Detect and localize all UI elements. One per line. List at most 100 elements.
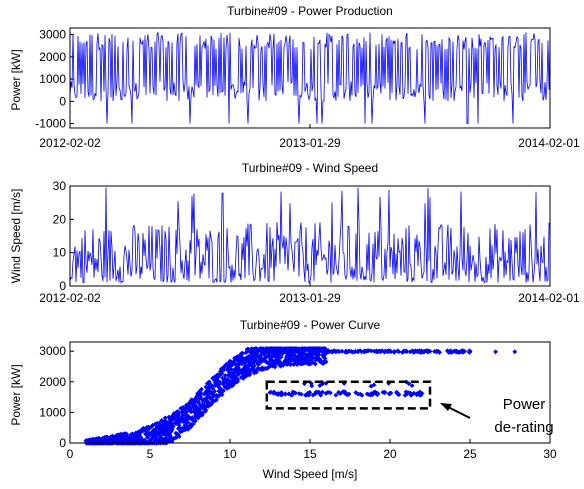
data-point [209,396,214,402]
data-point [165,437,170,443]
data-point [205,398,211,404]
data-point [307,347,313,353]
data-point [451,348,457,354]
data-point [220,365,226,371]
data-point [219,370,225,376]
data-point [282,349,287,354]
data-point [212,388,218,394]
data-point [396,392,402,397]
data-point [319,360,324,366]
data-point [125,435,130,441]
data-point [239,357,245,363]
data-point [213,382,218,388]
data-point [456,349,462,355]
annotation-text: Power [503,396,546,413]
data-point [179,409,185,415]
data-point [419,391,425,396]
data-point [368,348,374,354]
data-point [248,358,254,364]
data-point [411,390,417,396]
data-point [277,346,283,352]
data-point [346,391,352,397]
data-point [243,371,249,376]
data-point [322,355,328,361]
data-point [282,391,288,397]
data-point [320,389,325,395]
data-point [213,374,219,380]
data-point [335,348,341,354]
data-point [259,355,265,361]
data-point [163,422,169,428]
data-point [309,383,315,389]
data-point [229,375,235,381]
data-point [119,432,125,438]
data-point [386,380,392,386]
data-point [275,392,281,397]
data-point [169,421,175,427]
y-tick-label: 20 [53,212,67,226]
data-point [280,362,286,368]
y-axis-label: Power [kW] [9,364,23,425]
data-point [272,353,278,359]
data-point [275,347,281,353]
data-point [169,427,175,432]
data-point [128,433,134,439]
data-point [242,363,248,369]
data-point [186,402,192,408]
data-point [259,347,265,353]
data-point [333,392,339,398]
data-point [237,353,242,359]
data-point [380,389,386,395]
data-point [236,358,242,363]
data-point [425,349,431,355]
data-point [288,346,294,352]
data-point [346,348,352,354]
annotation-arrowhead [440,403,452,411]
x-tick-label: 2014-02-01 [518,136,580,150]
data-point [232,379,238,385]
data-point [297,361,303,366]
data-point [240,359,246,365]
data-point [224,367,230,372]
power-curve-chart: Turbine#09 - Power Curve 0 1000 2000 3000 0… [9,318,557,481]
data-point [303,351,309,357]
data-point [263,365,269,371]
data-point [231,370,236,376]
data-point [291,347,297,353]
data-point [175,415,181,421]
y-tick-label: 0 [59,94,66,108]
data-point [357,348,363,354]
data-point [269,346,275,352]
data-point [396,349,402,355]
data-point [174,409,180,415]
y-tick-label: 2000 [39,375,66,389]
y-tick-label: 30 [53,179,67,193]
series [69,31,551,124]
x-tick-label: 5 [147,447,154,461]
y-axis-label: Wind Speed [m/s] [9,189,23,284]
data-point [387,391,393,396]
data-point [183,408,188,413]
data-point [158,419,163,425]
data-point [191,421,196,427]
data-point [460,348,466,354]
y-axis-ticks: -1000 0 1000 2000 3000 [35,28,74,131]
data-point [286,352,291,358]
data-point [195,394,201,400]
data-point [233,356,239,362]
data-point [379,348,385,354]
data-point [297,349,302,354]
data-point [323,391,329,396]
data-point [251,370,257,376]
data-point [315,357,321,363]
data-point [111,437,117,443]
data-point [187,400,193,406]
data-point [144,435,150,440]
data-point [176,422,182,428]
data-point [217,369,223,375]
series-line [69,31,551,124]
data-point [93,438,99,443]
data-point [152,438,158,443]
data-point [306,361,312,366]
